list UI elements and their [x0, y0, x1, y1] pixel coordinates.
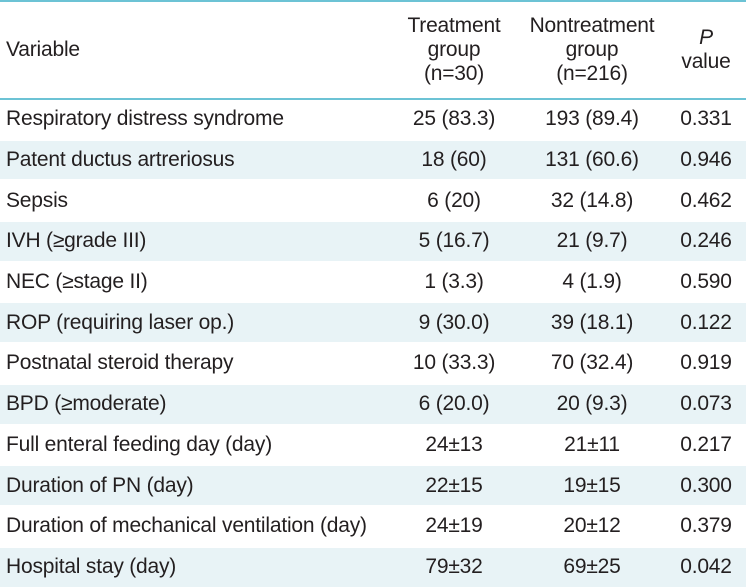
- cell-p-value: 0.462: [666, 180, 746, 223]
- cell-variable: Full enteral feeding day (day): [0, 424, 390, 467]
- cell-nontreatment: 20 (9.3): [518, 383, 666, 426]
- cell-treatment: 22±15: [390, 465, 518, 507]
- cell-variable: Duration of mechanical ventilation (day): [0, 505, 390, 548]
- cell-treatment: 25 (83.3): [390, 99, 518, 141]
- cell-p-value: 0.042: [666, 546, 746, 587]
- header-p-line2: value: [681, 50, 731, 73]
- header-variable-label: Variable: [6, 38, 80, 61]
- header-row: Variable Treatment group (n=30) Nontreat…: [0, 2, 746, 100]
- header-p-value: P value: [666, 2, 746, 100]
- header-variable: Variable: [0, 2, 390, 100]
- cell-treatment: 5 (16.7): [390, 221, 518, 263]
- cell-p-value: 0.300: [666, 465, 746, 507]
- cell-treatment: 79±32: [390, 546, 518, 587]
- cell-nontreatment: 20±12: [518, 505, 666, 548]
- cell-nontreatment: 193 (89.4): [518, 99, 666, 141]
- table-row: Postnatal steroid therapy 10 (33.3) 70 (32…: [0, 343, 746, 385]
- header-nontreatment-line2: group: [565, 38, 619, 61]
- cell-variable: Respiratory distress syndrome: [0, 99, 390, 141]
- cell-nontreatment: 39 (18.1): [518, 302, 666, 345]
- table-row: NEC (≥stage II) 1 (3.3) 4 (1.9) 0.590: [0, 261, 746, 304]
- cell-variable: Patent ductus artreriosus: [0, 139, 390, 182]
- cell-variable: ROP (requiring laser op.): [0, 302, 390, 345]
- header-p-line1: P: [699, 26, 713, 49]
- header-treatment-line1: Treatment: [407, 14, 501, 37]
- cell-p-value: 0.217: [666, 424, 746, 467]
- cell-p-value: 0.331: [666, 99, 746, 141]
- cell-variable: Hospital stay (day): [0, 546, 390, 587]
- table-row: Sepsis 6 (20) 32 (14.8) 0.462: [0, 180, 746, 223]
- table-row: ROP (requiring laser op.) 9 (30.0) 39 (18.…: [0, 302, 746, 345]
- cell-variable: BPD (≥moderate): [0, 383, 390, 426]
- cell-treatment: 6 (20): [390, 180, 518, 223]
- cell-p-value: 0.946: [666, 139, 746, 182]
- header-nontreatment-group: Nontreatment group (n=216): [518, 2, 666, 100]
- cell-treatment: 24±19: [390, 505, 518, 548]
- table-row: Respiratory distress syndrome 25 (83.3) 19…: [0, 99, 746, 141]
- cell-p-value: 0.073: [666, 383, 746, 426]
- header-nontreatment-line1: Nontreatment: [529, 14, 655, 37]
- table-row: IVH (≥grade III) 5 (16.7) 21 (9.7) 0.246: [0, 221, 746, 263]
- cell-p-value: 0.246: [666, 221, 746, 263]
- cell-treatment: 1 (3.3): [390, 261, 518, 304]
- cell-nontreatment: 4 (1.9): [518, 261, 666, 304]
- cell-nontreatment: 19±15: [518, 465, 666, 507]
- cell-variable: Postnatal steroid therapy: [0, 343, 390, 385]
- cell-treatment: 6 (20.0): [390, 383, 518, 426]
- table-header: Variable Treatment group (n=30) Nontreat…: [0, 2, 746, 100]
- table-row: Hospital stay (day) 79±32 69±25 0.042: [0, 546, 746, 587]
- cell-treatment: 9 (30.0): [390, 302, 518, 345]
- cell-nontreatment: 21 (9.7): [518, 221, 666, 263]
- header-treatment-group: Treatment group (n=30): [390, 2, 518, 100]
- cell-nontreatment: 21±11: [518, 424, 666, 467]
- header-nontreatment-line3: (n=216): [556, 62, 628, 85]
- table-row: BPD (≥moderate) 6 (20.0) 20 (9.3) 0.073: [0, 383, 746, 426]
- table-row: Duration of mechanical ventilation (day)…: [0, 505, 746, 548]
- cell-treatment: 24±13: [390, 424, 518, 467]
- cell-p-value: 0.122: [666, 302, 746, 345]
- cell-treatment: 10 (33.3): [390, 343, 518, 385]
- table-row: Patent ductus artreriosus 18 (60) 131 (60.…: [0, 139, 746, 182]
- cell-variable: IVH (≥grade III): [0, 221, 390, 263]
- table-row: Duration of PN (day) 22±15 19±15 0.300: [0, 465, 746, 507]
- cell-variable: Sepsis: [0, 180, 390, 223]
- cell-variable: NEC (≥stage II): [0, 261, 390, 304]
- cell-nontreatment: 69±25: [518, 546, 666, 587]
- cell-nontreatment: 32 (14.8): [518, 180, 666, 223]
- cell-variable: Duration of PN (day): [0, 465, 390, 507]
- cell-p-value: 0.590: [666, 261, 746, 304]
- table-body: Respiratory distress syndrome 25 (83.3) 19…: [0, 99, 746, 587]
- table-row: Full enteral feeding day (day) 24±13 21±11…: [0, 424, 746, 467]
- cell-nontreatment: 70 (32.4): [518, 343, 666, 385]
- header-treatment-line2: group: [427, 38, 481, 61]
- cell-p-value: 0.919: [666, 343, 746, 385]
- cell-nontreatment: 131 (60.6): [518, 139, 666, 182]
- cell-treatment: 18 (60): [390, 139, 518, 182]
- header-treatment-line3: (n=30): [423, 62, 485, 85]
- cell-p-value: 0.379: [666, 505, 746, 548]
